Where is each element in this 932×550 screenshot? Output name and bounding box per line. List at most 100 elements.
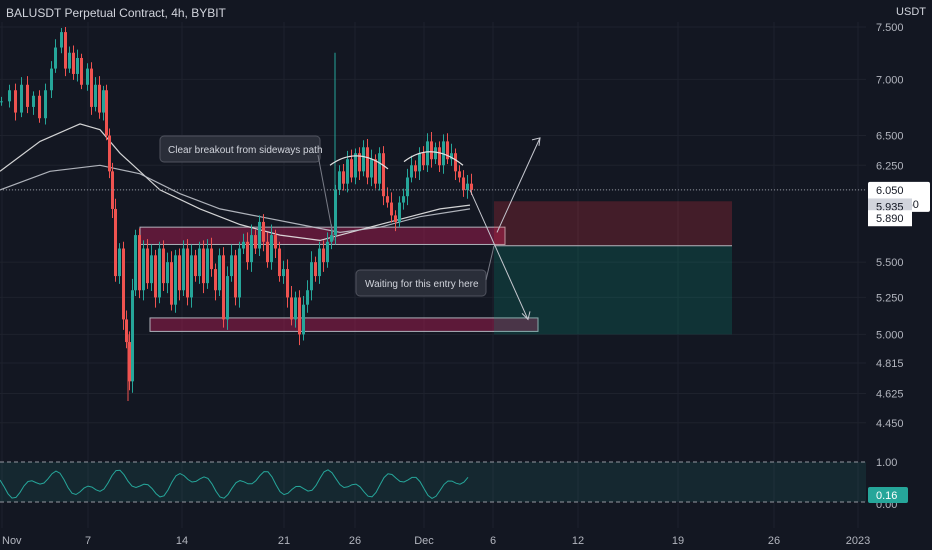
candle-body-81: [338, 171, 341, 190]
arc-left: [329, 155, 389, 170]
candle-body-29: [131, 290, 134, 382]
currency-label: USDT: [896, 6, 926, 18]
candle-body-75: [314, 262, 317, 277]
candle-body-111: [458, 171, 461, 178]
candle-body-11: [64, 32, 67, 69]
candle-body-56: [238, 248, 241, 298]
candles: [0, 27, 473, 401]
candle-body-4: [26, 84, 29, 107]
y-tick-0: 7.500: [876, 22, 904, 34]
candle-body-91: [378, 153, 381, 184]
y-tick-8: 4.815: [876, 358, 904, 370]
arrow-up-head: [531, 137, 541, 146]
candle-body-34: [150, 255, 153, 284]
candle-body-103: [426, 141, 429, 166]
rsi-band: [0, 462, 866, 502]
y-tick-2: 6.500: [876, 131, 904, 143]
candle-body-54: [230, 255, 233, 277]
candle-body-51: [218, 255, 221, 291]
candle-body-85: [354, 153, 357, 178]
callout-entry-text: Waiting for this entry here: [365, 279, 479, 290]
candle-body-65: [274, 235, 277, 249]
candle-body-93: [386, 196, 389, 203]
candle-body-69: [290, 297, 293, 320]
arrow-up-line: [496, 137, 541, 233]
ma-slow: [0, 164, 471, 234]
candle-body-109: [450, 153, 453, 160]
drawings: [0, 137, 866, 321]
x-tick-8: 19: [672, 535, 684, 547]
candle-body-21: [105, 90, 108, 136]
candle-body-68: [286, 269, 289, 298]
candle-body-17: [90, 68, 93, 107]
candle-body-26: [122, 248, 125, 320]
candle-body-5: [32, 95, 35, 107]
candle-body-35: [154, 255, 157, 298]
candle-body-106: [438, 147, 441, 166]
resistance-zone: [139, 226, 506, 245]
candle-body-60: [254, 235, 257, 249]
candle-body-100: [414, 165, 417, 172]
candle-body-58: [246, 241, 249, 263]
stop-loss-area: [494, 201, 732, 246]
callout-entry-pointer: [485, 245, 495, 281]
candle-body-16: [86, 68, 89, 85]
candle-body-84: [350, 159, 353, 178]
candle-body-30: [134, 235, 137, 291]
candle-body-36: [158, 248, 161, 298]
candle-body-31: [138, 235, 141, 291]
y-axis-ticks: 7.500 7.000 6.500 6.250 5.500 5.250 5.000 4.815…: [876, 22, 904, 430]
y-tick-7: 5.000: [876, 329, 904, 341]
candle-body-6: [38, 95, 41, 119]
candle-body-89: [370, 159, 373, 178]
candle-body-42: [182, 248, 185, 291]
candle-body-73: [306, 290, 309, 305]
grid: [0, 22, 866, 528]
level-2-value: 5.890: [876, 213, 904, 225]
candle-body-49: [210, 248, 213, 270]
candle-body-87: [362, 147, 365, 172]
candle-body-105: [434, 147, 437, 160]
y-tick-5: 5.500: [876, 257, 904, 269]
candle-body-110: [454, 153, 457, 172]
candle-body-25: [118, 248, 121, 277]
x-tick-4: 26: [349, 535, 361, 547]
callout-entry-box: [355, 269, 487, 297]
candle-body-24: [114, 208, 117, 277]
candle-body-45: [194, 255, 197, 277]
take-profit-area: [494, 245, 732, 335]
candle-body-55: [234, 255, 237, 298]
candle-body-72: [302, 304, 305, 335]
level-2-tag: [868, 210, 912, 227]
candle-body-96: [398, 202, 401, 222]
candle-body-67: [282, 269, 285, 277]
x-tick-10: 2023: [846, 535, 870, 547]
candle-body-38: [166, 262, 169, 284]
chart-title: BALUSDT Perpetual Contract, 4h, BYBIT: [6, 6, 226, 20]
candle-body-63: [266, 241, 269, 263]
candle-body-98: [406, 177, 409, 197]
candle-body-74: [310, 262, 313, 291]
candle-body-59: [250, 235, 253, 263]
candle-body-46: [198, 248, 201, 277]
callout-breakout-pointer: [317, 154, 335, 241]
y-tick-1: 7.000: [876, 74, 904, 86]
candle-body-22: [108, 135, 111, 172]
support-zone: [149, 317, 539, 332]
y-tick-3: 6.250: [876, 160, 904, 172]
candle-body-102: [422, 153, 425, 166]
candle-body-13: [72, 52, 75, 74]
candle-body-77: [322, 248, 325, 263]
candle-body-19: [98, 84, 101, 113]
candle-body-114: [470, 183, 473, 190]
candle-body-112: [462, 177, 465, 190]
candle-body-64: [270, 235, 273, 263]
candle-body-107: [442, 141, 445, 166]
y-tick-10: 4.450: [876, 418, 904, 430]
candle-body-78: [326, 241, 329, 263]
candle-body-10: [60, 32, 63, 48]
candle-body-104: [430, 141, 433, 160]
